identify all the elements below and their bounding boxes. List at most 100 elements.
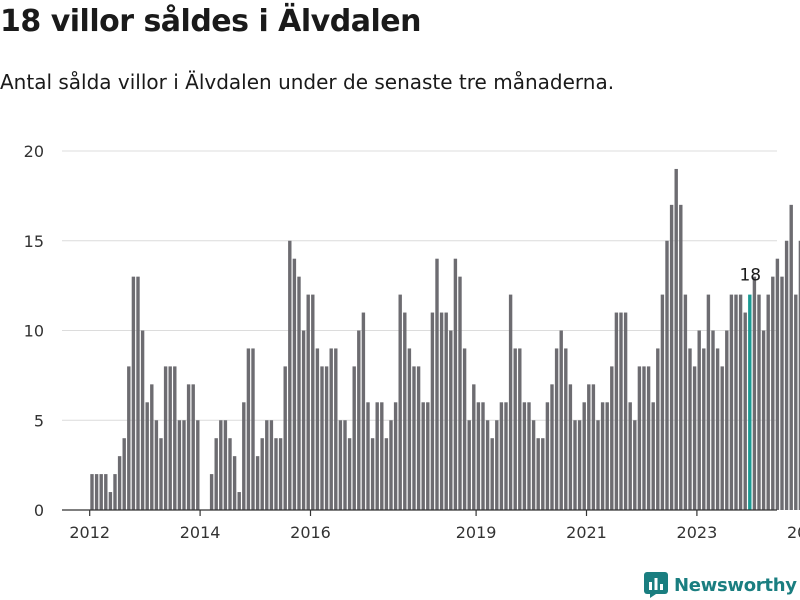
bar [168,366,172,510]
bar [490,438,494,510]
bar [439,312,444,510]
bar [610,366,614,510]
bar [697,330,701,510]
bar [541,438,545,510]
bar [251,348,255,510]
x-tick-label: 2021 [566,523,607,542]
bar [734,294,738,510]
bar [297,276,301,510]
bar [366,402,370,510]
bar [692,366,697,510]
bar [642,366,646,510]
bar [444,312,448,510]
annotations: 18 [739,266,761,286]
x-tick-label: 2012 [69,523,110,542]
bar [306,294,310,510]
bar [90,474,94,510]
y-axis-labels: 0 5 10 15 20 [24,142,44,520]
bar [789,204,793,510]
bar [421,402,425,510]
bar [265,420,269,510]
bar [159,438,163,510]
bar [545,402,550,510]
bar-series [90,168,800,510]
bar [720,366,724,510]
bar [577,420,582,510]
bar [476,402,481,510]
bar [122,438,126,510]
bar [784,240,789,510]
bar [324,366,329,510]
newsworthy-logo-icon [644,572,668,598]
bar [393,402,398,510]
bar [596,420,600,510]
bar [780,276,784,510]
bar [798,240,800,510]
bar [380,402,384,510]
bar [131,276,136,510]
bar [706,294,711,510]
bar [536,438,540,510]
bar [665,240,669,510]
bar [743,312,747,510]
bar [154,420,159,510]
bar [481,402,485,510]
bar [568,384,573,510]
bar [554,348,559,510]
x-axis: 2012 2014 2016 2019 2021 2023 2025 [62,509,800,542]
bar [435,258,439,510]
bar [389,420,393,510]
bar [274,438,278,510]
bar [531,420,536,510]
y-tick-label: 10 [24,322,44,341]
x-tick-label: 2023 [677,523,718,542]
bar [472,384,476,510]
bar [522,402,527,510]
bar [462,348,467,510]
bar [674,168,678,510]
bar [633,420,637,510]
bar [108,492,113,510]
bar [104,474,108,510]
bar [688,348,692,510]
newsworthy-brand[interactable]: Newsworthy [644,570,797,600]
bar [416,366,421,510]
bar [283,366,287,510]
bar [508,294,513,510]
bar [504,402,508,510]
bar [623,312,628,510]
bar [729,294,734,510]
bar [288,240,292,510]
bar [771,276,775,510]
bar [375,402,379,510]
bar [292,258,297,510]
bar [702,348,706,510]
bar [775,258,780,510]
bar [173,366,177,510]
y-tick-label: 15 [24,232,44,251]
x-tick-label: 2016 [290,523,331,542]
bar [591,384,596,510]
bar [766,294,770,510]
bar-chart: 2012 2014 2016 2019 2021 2023 2025 0 5 10 15 20 18 [24,142,800,542]
bar [403,312,407,510]
bar [113,474,117,510]
bar [449,330,453,510]
bar [191,384,195,510]
bar [209,474,214,510]
x-tick-label: 2014 [180,523,221,542]
bar [237,492,241,510]
bar [646,366,651,510]
page-title: 18 villor såldes i Älvdalen [0,4,421,39]
bar [338,420,343,510]
bar [614,312,619,510]
bar [315,348,320,510]
bar [518,348,522,510]
bar [255,456,260,510]
bar [117,456,122,510]
bar [127,366,131,510]
bar [311,294,315,510]
bar [513,348,517,510]
bar [467,420,471,510]
bar [738,294,743,510]
